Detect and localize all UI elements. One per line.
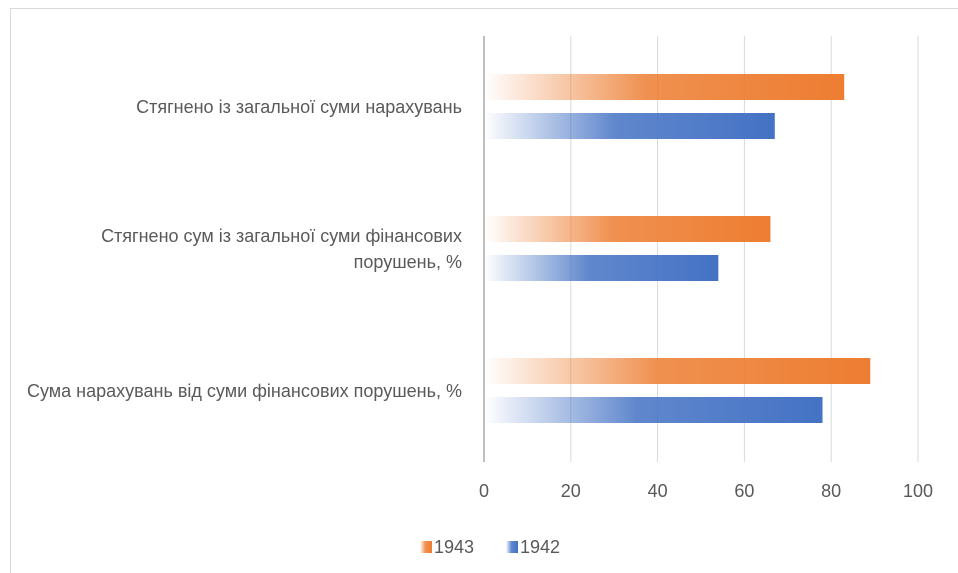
bar: [484, 358, 871, 384]
category-label: Стягнено сум із загальної суми фінансови…: [101, 226, 462, 272]
bar: [484, 255, 719, 281]
x-tick-label: 0: [479, 481, 489, 501]
legend-swatch: [420, 541, 432, 553]
x-tick-label: 100: [903, 481, 933, 501]
legend-label: 1942: [520, 537, 560, 557]
legend-swatch: [506, 541, 518, 553]
x-tick-label: 60: [734, 481, 754, 501]
bar: [484, 397, 823, 423]
bar: [484, 113, 775, 139]
bar: [484, 216, 771, 242]
legend-label: 1943: [434, 537, 474, 557]
x-tick-label: 80: [821, 481, 841, 501]
chart-border: [10, 8, 958, 573]
category-label: Сума нарахувань від суми фінансових пору…: [26, 381, 462, 401]
x-tick-label: 40: [648, 481, 668, 501]
x-tick-label: 20: [561, 481, 581, 501]
bar: [484, 74, 845, 100]
category-label: Стягнено із загальної суми нарахувань: [136, 97, 462, 117]
